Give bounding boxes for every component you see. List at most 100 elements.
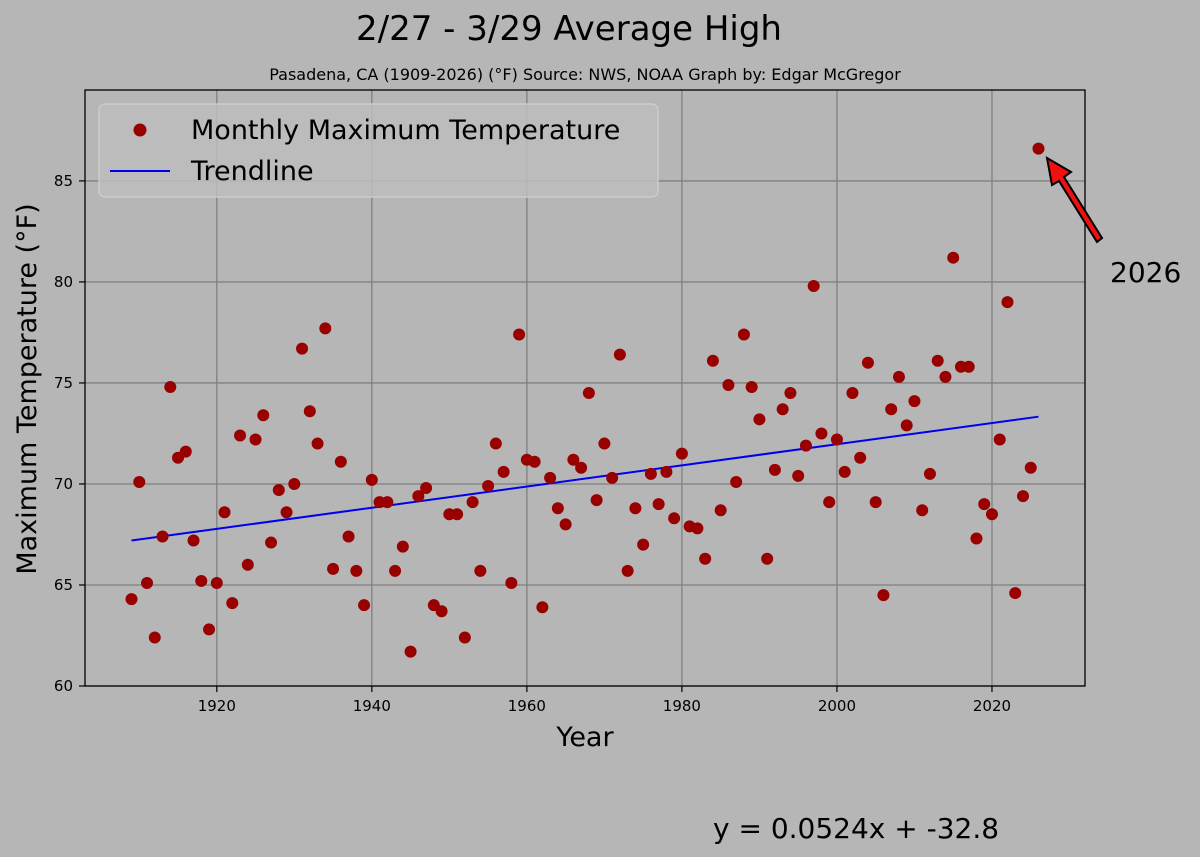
data-point xyxy=(985,508,998,521)
data-point xyxy=(621,564,634,577)
y-axis-ticks: 60 65 70 75 80 85 xyxy=(54,172,85,695)
data-point xyxy=(319,322,332,335)
data-point xyxy=(1024,461,1037,474)
data-point xyxy=(784,387,797,400)
data-point xyxy=(993,433,1006,446)
data-point xyxy=(327,562,340,575)
data-point xyxy=(598,437,611,450)
data-point xyxy=(342,530,355,543)
data-point xyxy=(582,387,595,400)
legend: Monthly Maximum Temperature Trendline xyxy=(98,103,659,198)
data-point xyxy=(474,564,487,577)
data-point xyxy=(249,433,262,446)
data-point xyxy=(838,465,851,478)
data-point xyxy=(939,370,952,383)
data-point xyxy=(265,536,278,549)
data-point xyxy=(396,540,409,553)
data-point xyxy=(861,356,874,369)
data-point xyxy=(962,360,975,373)
data-point xyxy=(1001,296,1014,309)
data-point xyxy=(854,451,867,464)
data-point xyxy=(334,455,347,468)
data-point xyxy=(776,403,789,416)
data-point xyxy=(745,380,758,393)
data-point xyxy=(947,251,960,264)
data-point xyxy=(567,453,580,466)
trend-equation: y = 0.0524x + -32.8 xyxy=(713,812,999,845)
y-tick-label: 60 xyxy=(54,677,73,695)
data-point xyxy=(885,403,898,416)
data-point xyxy=(753,413,766,426)
data-point xyxy=(730,475,743,488)
data-point xyxy=(1016,490,1029,503)
annotation-2026: 2026 xyxy=(1110,256,1181,289)
data-point xyxy=(420,482,433,495)
data-point xyxy=(288,477,301,490)
data-point xyxy=(133,475,146,488)
legend-box xyxy=(98,103,659,198)
data-point xyxy=(489,437,502,450)
x-tick-label: 1980 xyxy=(663,697,701,715)
trendline-layer xyxy=(131,415,1039,542)
data-point xyxy=(1009,587,1022,600)
data-point xyxy=(257,409,270,422)
x-tick-label: 2000 xyxy=(818,697,856,715)
data-point xyxy=(528,455,541,468)
y-tick-label: 75 xyxy=(54,374,73,392)
data-point xyxy=(629,502,642,515)
data-point xyxy=(691,522,704,535)
y-tick-label: 65 xyxy=(54,576,73,594)
data-point xyxy=(768,463,781,476)
data-point xyxy=(241,558,254,571)
x-axis-ticks: 1920 1940 1960 1980 2000 2020 xyxy=(198,686,1011,715)
data-point xyxy=(846,387,859,400)
data-point xyxy=(877,589,890,602)
data-point xyxy=(916,504,929,517)
y-tick-label: 70 xyxy=(54,475,73,493)
data-point xyxy=(482,479,495,492)
data-point xyxy=(908,395,921,408)
data-point xyxy=(218,506,231,519)
data-point xyxy=(761,552,774,565)
data-point xyxy=(303,405,316,418)
data-point xyxy=(451,508,464,521)
data-point xyxy=(458,631,471,644)
data-point xyxy=(737,328,750,341)
data-point xyxy=(350,564,363,577)
x-axis-label: Year xyxy=(555,722,614,753)
data-point xyxy=(210,576,223,589)
data-point xyxy=(830,433,843,446)
x-tick-label: 1960 xyxy=(508,697,546,715)
legend-label-scatter: Monthly Maximum Temperature xyxy=(191,115,620,146)
data-point xyxy=(923,467,936,480)
data-point xyxy=(613,348,626,361)
data-point xyxy=(799,439,812,452)
data-point xyxy=(389,564,402,577)
chart-title: 2/27 - 3/29 Average High xyxy=(356,9,782,49)
data-point xyxy=(195,574,208,587)
data-point xyxy=(900,419,913,432)
x-tick-label: 1920 xyxy=(198,697,236,715)
x-tick-label: 1940 xyxy=(353,697,391,715)
data-point xyxy=(412,490,425,503)
data-point xyxy=(505,576,518,589)
data-point xyxy=(823,496,836,509)
data-point xyxy=(978,498,991,511)
data-point xyxy=(544,471,557,484)
data-point xyxy=(970,532,983,545)
y-tick-label: 80 xyxy=(54,273,73,291)
data-point xyxy=(792,469,805,482)
data-point xyxy=(644,467,657,480)
data-point xyxy=(296,342,309,355)
y-axis-label: Maximum Temperature (°F) xyxy=(12,203,43,574)
data-point xyxy=(892,370,905,383)
data-point xyxy=(187,534,200,547)
data-point xyxy=(714,504,727,517)
data-point xyxy=(722,378,735,391)
data-point xyxy=(365,473,378,486)
data-point xyxy=(358,599,371,612)
data-point xyxy=(1032,142,1045,155)
data-point xyxy=(706,354,719,367)
y-tick-label: 85 xyxy=(54,172,73,190)
